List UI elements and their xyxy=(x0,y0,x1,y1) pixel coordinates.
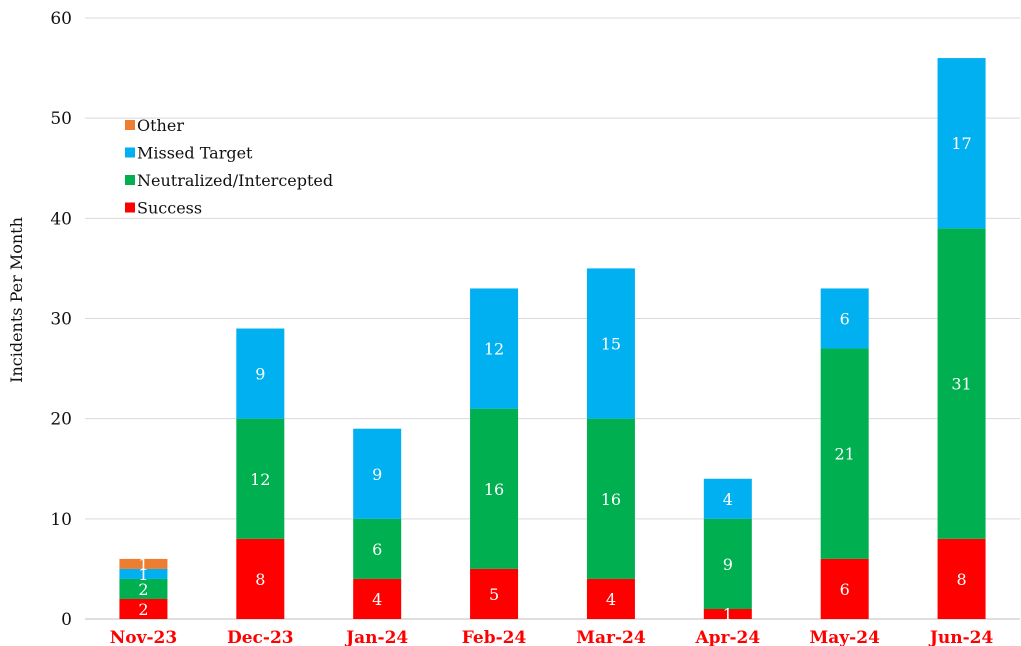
legend-label: Neutralized/Intercepted xyxy=(137,171,333,190)
data-label: 1 xyxy=(723,605,733,624)
legend-swatch xyxy=(125,120,135,130)
data-label: 5 xyxy=(489,585,499,604)
legend: Other Missed Target Neutralized/Intercepte… xyxy=(125,116,333,218)
bar-segment xyxy=(236,418,285,539)
y-tick-label: 20 xyxy=(50,410,72,430)
bar-segment xyxy=(703,478,752,519)
x-tick-label: Mar-24 xyxy=(576,628,646,646)
data-label: 6 xyxy=(840,580,850,599)
bar-segment xyxy=(119,568,168,579)
bar-segment xyxy=(703,608,752,619)
bar-segment xyxy=(353,518,402,579)
x-tick-label: May-24 xyxy=(809,628,880,646)
y-axis-label: Incidents Per Month xyxy=(7,217,26,383)
bar-segment xyxy=(353,428,402,519)
data-label: 8 xyxy=(956,570,966,589)
bar-segment xyxy=(470,288,519,409)
bar-segment xyxy=(353,578,402,619)
legend-label: Other xyxy=(137,116,184,135)
data-label: 4 xyxy=(606,590,616,609)
y-tick-label: 0 xyxy=(61,610,72,630)
legend-label: Success xyxy=(137,199,202,218)
data-label: 4 xyxy=(372,590,382,609)
bar-segment xyxy=(470,568,519,619)
bars xyxy=(119,58,986,619)
bar-segment xyxy=(820,348,869,559)
bar-segment xyxy=(937,58,986,229)
bar-segment xyxy=(586,268,635,419)
data-label: 1 xyxy=(138,555,148,574)
data-label: 2 xyxy=(138,580,148,599)
x-tick-label: Apr-24 xyxy=(694,628,760,646)
bar-segment xyxy=(470,408,519,569)
x-tick-label: Nov-23 xyxy=(110,628,177,646)
legend-swatch xyxy=(125,202,135,213)
legend-swatch xyxy=(125,147,135,158)
data-label: 6 xyxy=(372,540,382,559)
bar-segment xyxy=(820,288,869,349)
y-tick-label: 30 xyxy=(50,310,72,330)
data-label: 8 xyxy=(255,570,265,589)
bar-segment xyxy=(937,228,986,539)
y-tick-label: 60 xyxy=(50,9,72,29)
bar-segment xyxy=(937,538,986,619)
y-tick-label: 50 xyxy=(50,109,72,129)
y-tick-label: 40 xyxy=(50,209,72,229)
x-axis-ticks: Nov-23 Dec-23 Jan-24 Feb-24 Mar-24 Apr-24 May-… xyxy=(110,628,994,646)
bar-segment xyxy=(586,578,635,619)
bar-segment xyxy=(119,558,168,569)
x-tick-label: Jan-24 xyxy=(344,628,408,646)
x-tick-label: Feb-24 xyxy=(462,628,527,646)
legend-label: Missed Target xyxy=(137,144,253,163)
data-label: 9 xyxy=(255,365,265,384)
bar-segment xyxy=(703,518,752,609)
x-tick-label: Dec-23 xyxy=(227,628,294,646)
bar-segment xyxy=(820,558,869,619)
legend-swatch xyxy=(125,175,135,185)
bar-segment xyxy=(119,598,168,619)
data-label: 1 xyxy=(138,565,148,584)
y-axis-ticks: 0 10 20 30 40 50 60 xyxy=(50,9,72,630)
x-tick-label: Jun-24 xyxy=(928,628,994,646)
data-label: 16 xyxy=(484,480,504,499)
data-label: 2 xyxy=(138,600,148,619)
bar-segment xyxy=(586,418,635,579)
data-label: 12 xyxy=(484,340,504,359)
bar-segment xyxy=(119,578,168,599)
data-label: 21 xyxy=(835,445,855,464)
data-label: 17 xyxy=(951,134,971,153)
gridlines xyxy=(85,17,1020,620)
data-label: 12 xyxy=(250,470,270,489)
bar-segment xyxy=(236,328,285,419)
data-label: 9 xyxy=(723,555,733,574)
data-label: 6 xyxy=(840,310,850,329)
data-label: 4 xyxy=(723,490,733,509)
data-label: 16 xyxy=(601,490,621,509)
bar-segment xyxy=(236,538,285,619)
y-tick-label: 10 xyxy=(50,510,72,530)
data-label: 31 xyxy=(951,375,971,394)
data-label: 9 xyxy=(372,465,382,484)
data-label: 15 xyxy=(601,335,621,354)
